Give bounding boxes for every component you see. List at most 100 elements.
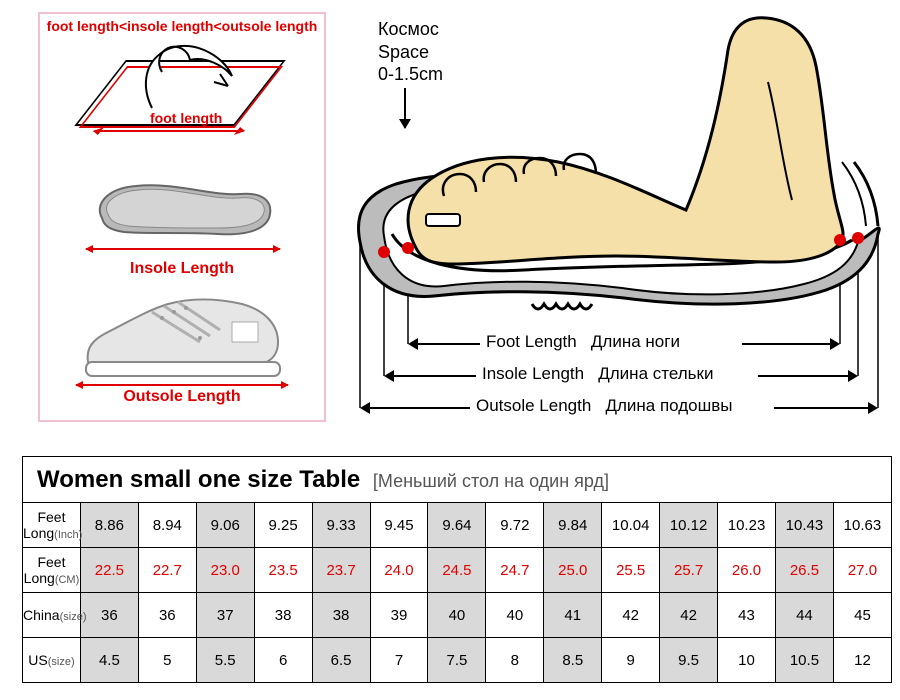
insole-icon (90, 174, 276, 244)
top-diagrams: foot length<insole length<outsole length… (38, 12, 876, 437)
size-cell: 22.7 (138, 548, 196, 593)
size-cell: 42 (602, 593, 660, 638)
table-title: Women small one size Table (37, 466, 360, 493)
size-cell: 24.7 (486, 548, 544, 593)
insole-caption: Insole Length (50, 260, 314, 278)
size-cell: 9.72 (486, 503, 544, 548)
dim-line (418, 343, 480, 345)
panel-foot-length: foot length (50, 38, 314, 152)
size-cell: 23.7 (312, 548, 370, 593)
dim-line (742, 343, 834, 345)
size-cell: 39 (370, 593, 428, 638)
arrow-right-icon (868, 402, 878, 414)
size-cell: 25.0 (544, 548, 602, 593)
table-row: Feet Long(Inch)8.868.949.069.259.339.459… (23, 503, 892, 548)
size-cell: 12 (833, 638, 891, 683)
size-cell: 23.0 (196, 548, 254, 593)
page: foot length<insole length<outsole length… (0, 0, 900, 700)
size-cell: 9.45 (370, 503, 428, 548)
size-cell: 36 (138, 593, 196, 638)
size-table-wrap: Women small one size Table [Меньший стол… (22, 456, 892, 683)
size-cell: 10.43 (775, 503, 833, 548)
foot-length-arrow (93, 130, 245, 132)
size-cell: 43 (718, 593, 776, 638)
size-cell: 7 (370, 638, 428, 683)
size-cell: 24.0 (370, 548, 428, 593)
size-cell: 40 (428, 593, 486, 638)
arrow-right-icon (830, 338, 840, 350)
size-cell: 8.94 (138, 503, 196, 548)
size-cell: 8 (486, 638, 544, 683)
size-cell: 5 (138, 638, 196, 683)
size-cell: 26.5 (775, 548, 833, 593)
arrow-left-icon (408, 338, 418, 350)
table-title-cell: Women small one size Table [Меньший стол… (23, 457, 892, 503)
size-cell: 5.5 (196, 638, 254, 683)
size-cell: 9 (602, 638, 660, 683)
table-row: Feet Long(CM)22.522.723.023.523.724.024.… (23, 548, 892, 593)
size-cell: 42 (660, 593, 718, 638)
sneaker-icon (82, 292, 282, 380)
insole-length-arrow (86, 248, 280, 250)
dimension-row: Outsole Length Длина подошвы (348, 396, 886, 422)
outsole-length-arrow (76, 384, 288, 386)
arrow-right-icon (848, 370, 858, 382)
size-cell: 22.5 (80, 548, 138, 593)
panel-insole-length: Insole Length (50, 164, 314, 278)
left-infographic: foot length<insole length<outsole length… (38, 12, 326, 422)
size-cell: 36 (80, 593, 138, 638)
size-cell: 8.5 (544, 638, 602, 683)
size-cell: 10.5 (775, 638, 833, 683)
size-cell: 8.86 (80, 503, 138, 548)
size-cell: 25.7 (660, 548, 718, 593)
size-cell: 9.06 (196, 503, 254, 548)
foot-in-shoe-diagram: Космос Space 0-1.5cm (348, 12, 886, 430)
arrow-left-icon (384, 370, 394, 382)
row-label: Feet Long(Inch) (23, 503, 81, 548)
row-label: US(size) (23, 638, 81, 683)
size-cell: 10 (718, 638, 776, 683)
foot-length-caption: foot length (150, 110, 222, 126)
dimension-label: Insole Length Длина стельки (480, 364, 715, 384)
arrow-left-icon (360, 402, 370, 414)
size-table: Women small one size Table [Меньший стол… (22, 456, 892, 683)
dim-line (394, 375, 476, 377)
outsole-caption: Outsole Length (50, 388, 314, 406)
size-cell: 10.23 (718, 503, 776, 548)
size-cell: 40 (486, 593, 544, 638)
size-cell: 10.63 (833, 503, 891, 548)
size-cell: 26.0 (718, 548, 776, 593)
table-row: China(size)3636373838394040414242434445 (23, 593, 892, 638)
dim-line (758, 375, 852, 377)
left-header: foot length<insole length<outsole length (40, 14, 324, 34)
size-cell: 10.12 (660, 503, 718, 548)
size-cell: 6 (254, 638, 312, 683)
size-cell: 9.84 (544, 503, 602, 548)
size-cell: 25.5 (602, 548, 660, 593)
row-label: Feet Long(CM) (23, 548, 81, 593)
size-cell: 24.5 (428, 548, 486, 593)
dimension-row: Foot Length Длина ноги (348, 332, 886, 358)
title-row: Women small one size Table [Меньший стол… (23, 457, 892, 503)
dim-line (774, 407, 872, 409)
size-cell: 7.5 (428, 638, 486, 683)
size-cell: 38 (312, 593, 370, 638)
table-title-sub: [Меньший стол на один ярд] (373, 471, 609, 491)
dimension-label: Foot Length Длина ноги (484, 332, 682, 352)
dimension-row: Insole Length Длина стельки (348, 364, 886, 390)
size-cell: 9.64 (428, 503, 486, 548)
row-label: China(size) (23, 593, 81, 638)
size-cell: 4.5 (80, 638, 138, 683)
size-cell: 41 (544, 593, 602, 638)
size-cell: 38 (254, 593, 312, 638)
size-cell: 37 (196, 593, 254, 638)
size-cell: 23.5 (254, 548, 312, 593)
size-cell: 9.25 (254, 503, 312, 548)
dimension-label: Outsole Length Длина подошвы (474, 396, 735, 416)
size-cell: 44 (775, 593, 833, 638)
dim-line (370, 407, 470, 409)
panel-outsole-length: Outsole Length (50, 292, 314, 406)
size-cell: 6.5 (312, 638, 370, 683)
size-cell: 9.5 (660, 638, 718, 683)
size-cell: 45 (833, 593, 891, 638)
